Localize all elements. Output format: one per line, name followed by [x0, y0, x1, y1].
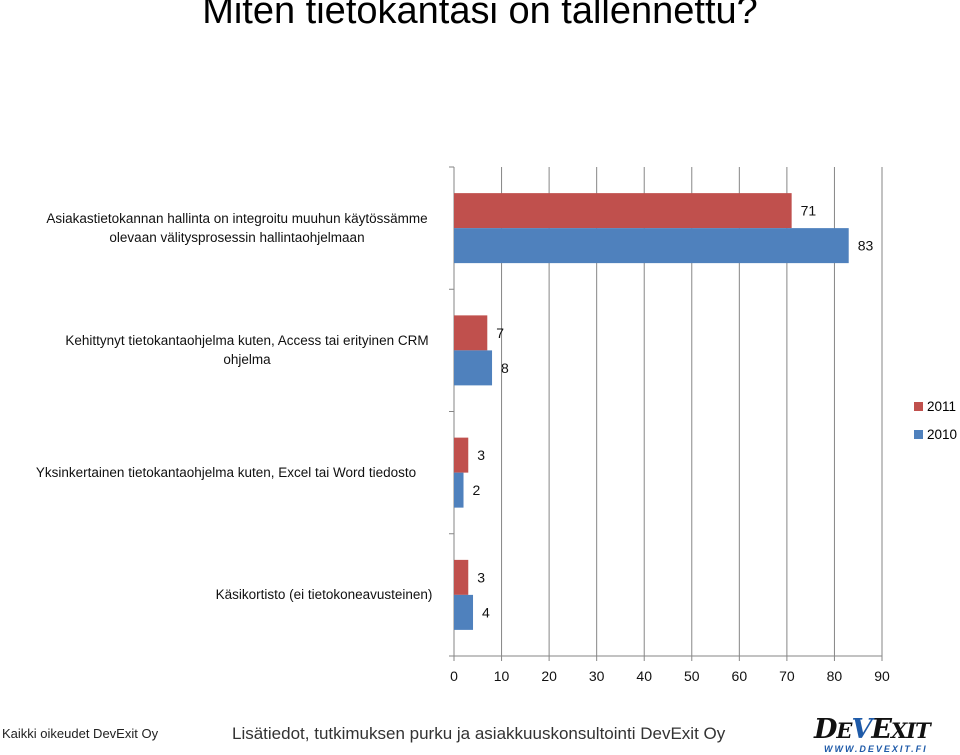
x-tick-label: 40	[636, 668, 652, 684]
legend-label: 2011	[927, 399, 957, 414]
bar-2010	[454, 228, 849, 264]
bar-2011	[454, 559, 469, 595]
x-tick-label: 90	[874, 668, 890, 684]
bar-2011	[454, 193, 792, 229]
data-label: 3	[477, 569, 485, 585]
data-label: 7	[496, 325, 504, 341]
devexit-logo: DEVEXIT WWW.DEVEXIT.FI	[814, 714, 960, 754]
x-tick-label: 10	[494, 668, 510, 684]
x-tick-label: 20	[541, 668, 557, 684]
legend-swatch	[914, 430, 923, 439]
data-label: 71	[801, 203, 817, 219]
x-tick-label: 60	[732, 668, 748, 684]
logo-url: WWW.DEVEXIT.FI	[824, 744, 928, 754]
bar-2011	[454, 315, 488, 351]
category-label: Kehittynyt tietokantaohjelma kuten, Acce…	[65, 333, 429, 368]
bar-2010	[454, 472, 464, 508]
x-tick-label: 80	[827, 668, 843, 684]
legend-label: 2010	[927, 427, 958, 442]
x-tick-label: 70	[779, 668, 795, 684]
category-label: Käsikortisto (ei tietokoneavusteinen)	[215, 587, 433, 603]
bar-2010	[454, 594, 474, 630]
footer-copyright: Kaikki oikeudet DevExit Oy	[2, 726, 159, 741]
data-label: 4	[482, 604, 490, 620]
x-tick-label: 50	[684, 668, 700, 684]
data-label: 3	[477, 447, 485, 463]
category-label: Yksinkertainen tietokantaohjelma kuten, …	[35, 465, 417, 481]
legend-item-2010: 2010	[914, 427, 957, 442]
x-tick-label: 0	[450, 668, 458, 684]
x-tick-label: 30	[589, 668, 605, 684]
bar-2011	[454, 437, 469, 473]
bar-2010	[454, 350, 493, 386]
legend-item-2011: 2011	[914, 399, 956, 414]
data-label: 2	[473, 482, 481, 498]
legend-swatch	[914, 402, 923, 411]
page-title: Miten tietokantasi on tallennettu?	[202, 0, 758, 32]
category-label: Asiakastietokannan hallinta on integroit…	[46, 211, 428, 246]
logo-wordmark: DEVEXIT	[814, 714, 931, 745]
data-label: 83	[858, 238, 874, 254]
data-label: 8	[501, 360, 509, 376]
footer-info: Lisätiedot, tutkimuksen purku ja asiakku…	[232, 724, 726, 743]
